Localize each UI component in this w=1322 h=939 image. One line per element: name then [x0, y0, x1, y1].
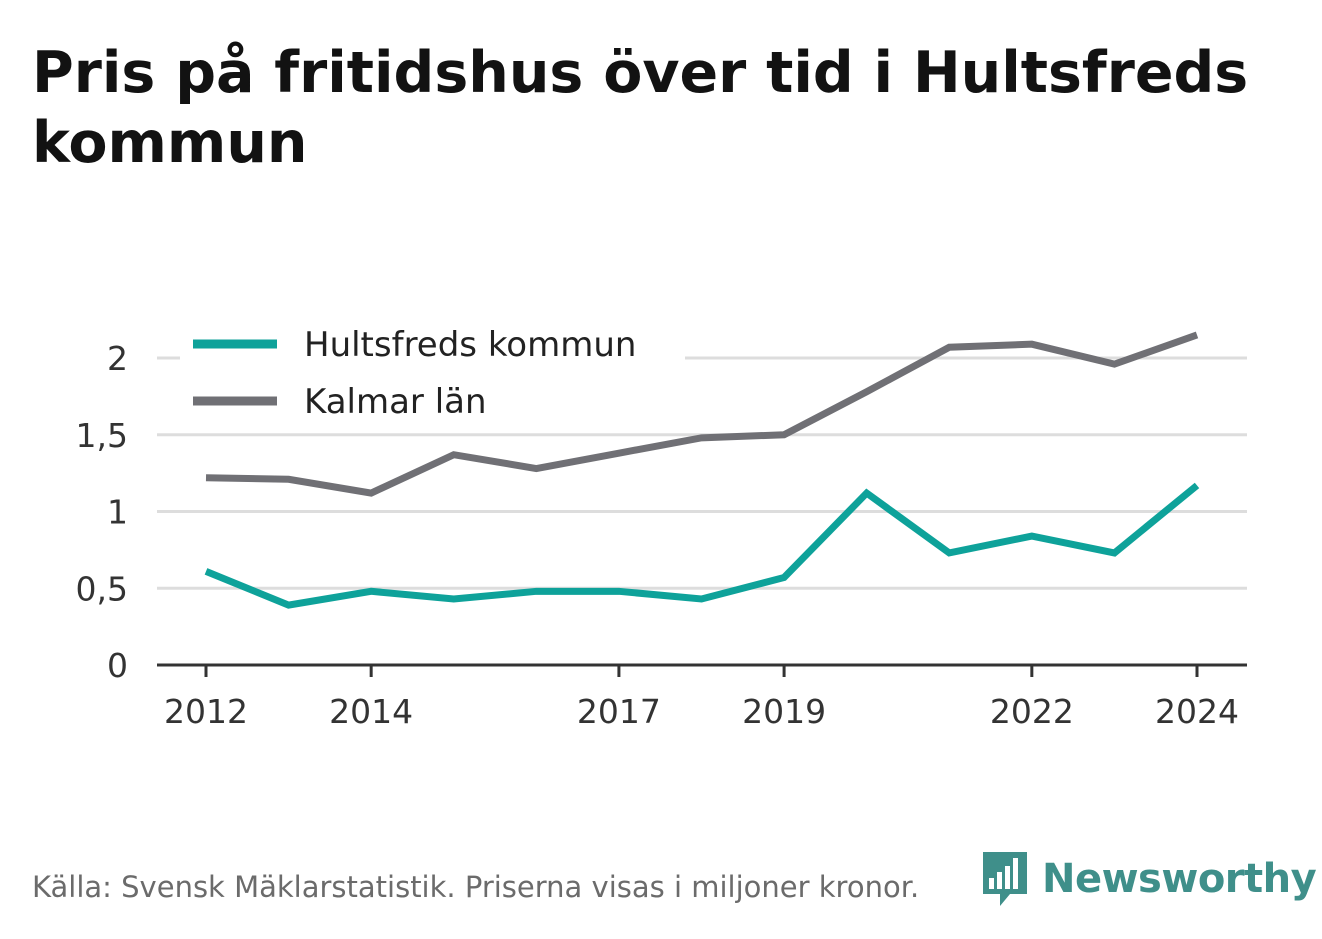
newsworthy-logo: Newsworthy — [980, 848, 1317, 910]
source-note: Källa: Svensk Mäklarstatistik. Priserna … — [32, 870, 920, 904]
chart-title: Pris på fritidshus över tid i Hultsfreds… — [32, 40, 1249, 176]
x-tick-label: 2014 — [329, 692, 413, 731]
series-lines — [204, 331, 1200, 609]
legend-label-2: Kalmar län — [304, 382, 487, 422]
legend: Hultsfreds kommun Kalmar län — [180, 318, 685, 430]
x-tick-label: 2022 — [990, 692, 1074, 731]
y-axis-tick-labels: 0 0,5 1 1,5 2 — [76, 339, 128, 685]
x-tick-label: 2019 — [742, 692, 826, 731]
legend-label-1: Hultsfreds kommun — [304, 325, 636, 365]
y-tick-label: 2 — [107, 339, 128, 378]
legend-background — [180, 318, 685, 430]
newsworthy-logo-icon — [983, 852, 1027, 906]
y-tick-label: 1,5 — [76, 416, 128, 455]
series-line-1 — [204, 482, 1200, 609]
series-line-2 — [205, 331, 1199, 497]
x-tick-label: 2012 — [164, 692, 248, 731]
y-tick-label: 0,5 — [76, 569, 128, 608]
x-tick-label: 2024 — [1155, 692, 1239, 731]
y-tick-label: 1 — [107, 493, 128, 532]
x-tick-label: 2017 — [577, 692, 661, 731]
logo-wordmark: Newsworthy — [1042, 856, 1317, 902]
x-axis-ticks: 2012 2014 2017 2019 2022 2024 — [164, 665, 1239, 731]
y-tick-label: 0 — [107, 646, 128, 685]
